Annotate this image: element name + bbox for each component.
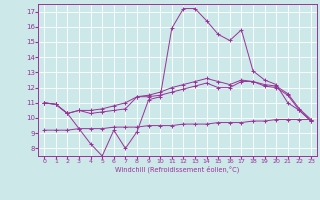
X-axis label: Windchill (Refroidissement éolien,°C): Windchill (Refroidissement éolien,°C)	[116, 166, 240, 173]
